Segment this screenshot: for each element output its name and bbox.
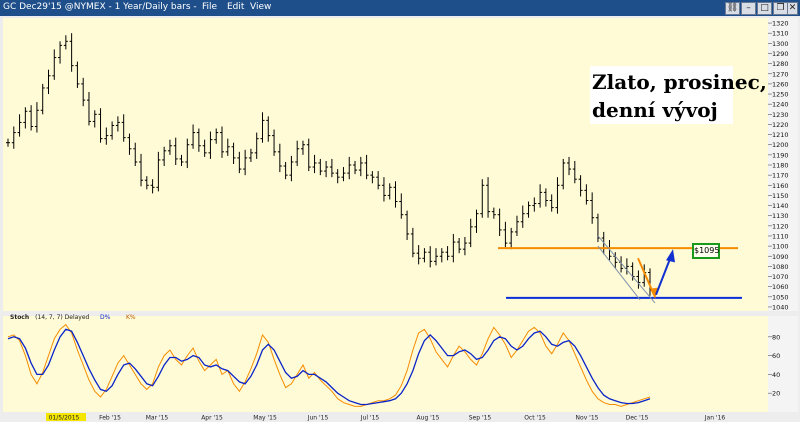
window-titlebar: GC Dec29'15 @NYMEX - 1 Year/Daily bars -… (0, 0, 800, 16)
price-tick-label: 1120 (772, 222, 789, 230)
price-tick-label: 1060 (772, 283, 789, 291)
title-box: Zlato, prosinec, denní vývoj (590, 66, 767, 124)
price-tick-label: 1150 (772, 192, 789, 200)
stoch-series-k (7, 323, 651, 407)
x-axis-label-highlight (46, 413, 86, 421)
price-tick-label: 1280 (772, 60, 789, 68)
price-tick-label: 1210 (772, 131, 789, 139)
forecast-arrow-up (655, 255, 672, 296)
stoch-legend-d: D% (100, 314, 111, 321)
x-axis-label: Mar '15 (146, 415, 169, 422)
annotation-title-line2: denní vývoj (592, 98, 718, 122)
price-tick-label: 1300 (772, 40, 789, 48)
stoch-label: Stoch (14, 7, 7) Delayed (10, 314, 90, 321)
menu-file[interactable]: File (202, 2, 218, 12)
price-tick-label: 1190 (772, 151, 789, 159)
x-axis-label: Jul '15 (360, 415, 380, 422)
price-tick-label: 1160 (772, 182, 789, 190)
minimize-icon[interactable]: – (741, 2, 756, 15)
price-tick-label: 1170 (772, 172, 789, 180)
x-axis-label: Jan '16 (704, 415, 726, 422)
price-tick-label: 1260 (772, 80, 789, 88)
price-tick-label: 1320 (772, 20, 789, 28)
channel-line-lower (597, 245, 641, 301)
price-tick-label: 1230 (772, 111, 789, 119)
price-tick-label: 1290 (772, 50, 789, 58)
x-axis-label: Apr '15 (201, 415, 223, 422)
stoch-legend-k: K% (126, 314, 136, 321)
price-marker-1095: $1095 (692, 243, 720, 259)
close-icon[interactable]: ✕ (787, 2, 798, 15)
stoch-series-d (7, 328, 651, 406)
link-icon[interactable]: ⛓ (725, 2, 740, 15)
price-tick-label: 1110 (772, 232, 789, 240)
price-tick-label: 1310 (772, 30, 789, 38)
x-axis-label: Sep '15 (469, 415, 492, 422)
x-axis-label: Oct '15 (524, 415, 546, 422)
price-tick-label: 1240 (772, 101, 789, 109)
stoch-axis (768, 316, 798, 412)
x-axis-label: Nov '15 (576, 415, 599, 422)
price-tick-label: 1050 (772, 293, 789, 301)
price-tick-label: 1250 (772, 91, 789, 99)
price-panel (3, 18, 768, 311)
restore-icon[interactable]: ❐ (773, 2, 788, 15)
price-tick-label: 1220 (772, 121, 789, 129)
x-axis-label: 01/5/2015 (49, 415, 80, 422)
annotation-title-line1: Zlato, prosinec, (592, 70, 767, 94)
stoch-tick-label: 60 (772, 352, 780, 360)
x-axis-label: Dec '15 (626, 415, 649, 422)
stoch-tick-label: 80 (772, 333, 780, 341)
x-axis-label: Jun '15 (307, 415, 329, 422)
price-tick-label: 1070 (772, 273, 789, 281)
x-axis-label: May '15 (253, 415, 277, 422)
price-tick-label: 1080 (772, 263, 789, 271)
forecast-arrowhead-up (666, 249, 675, 263)
forecast-arrowhead-down (650, 287, 658, 299)
price-axis (768, 18, 798, 311)
price-tick-label: 1140 (772, 202, 789, 210)
price-tick-label: 1090 (772, 253, 789, 261)
price-tick-label: 1200 (772, 141, 789, 149)
x-axis-label: Feb '15 (99, 415, 121, 422)
chart-title: GC Dec29'15 @NYMEX - 1 Year/Daily bars - (3, 2, 197, 12)
price-tick-label: 1270 (772, 70, 789, 78)
price-tick-label: 1100 (772, 243, 789, 251)
price-tick-label: 1040 (772, 303, 789, 311)
maximize-icon[interactable]: □ (757, 2, 772, 15)
menu-edit[interactable]: Edit (227, 2, 245, 12)
price-tick-label: 1180 (772, 162, 789, 170)
x-axis-label: Aug '15 (417, 415, 440, 422)
stoch-tick-label: 20 (772, 390, 780, 398)
price-tick-label: 1130 (772, 212, 789, 220)
channel-line-upper (597, 235, 656, 304)
menu-view[interactable]: View (250, 2, 272, 12)
stoch-tick-label: 40 (772, 371, 780, 379)
